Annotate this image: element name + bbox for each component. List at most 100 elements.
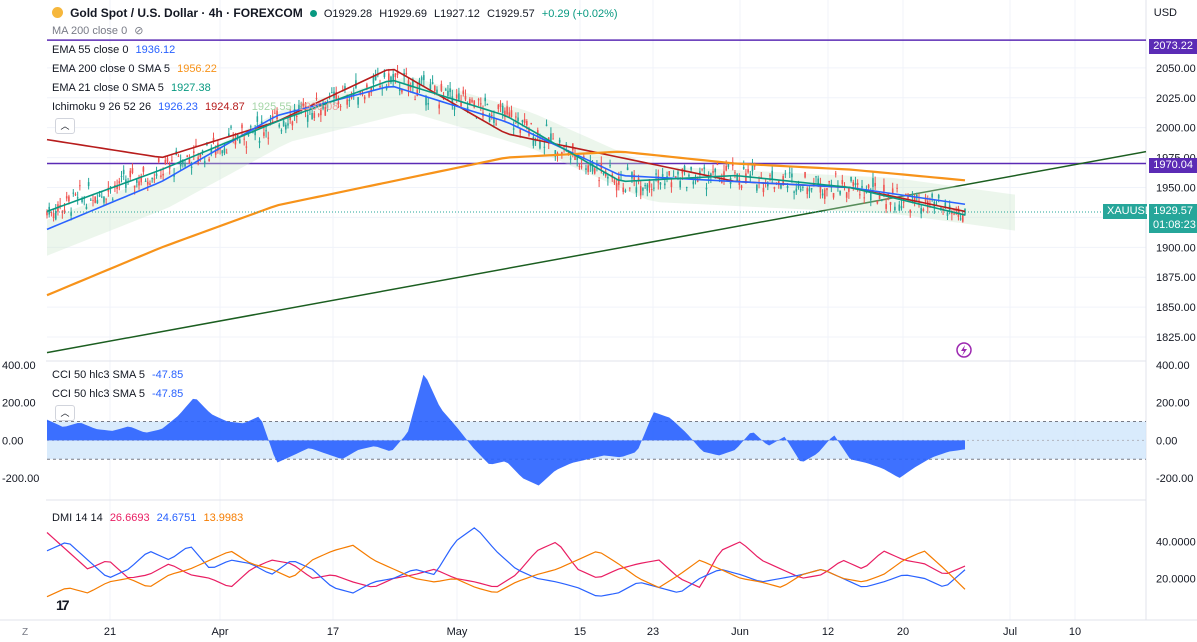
candle-body — [922, 209, 925, 212]
cci2-legend[interactable]: CCI 50 hlc3 SMA 5 -47.85 — [52, 387, 187, 401]
candle-body — [655, 173, 657, 175]
collapse-legend-button[interactable]: ︿ — [55, 118, 75, 134]
hidden-eye-icon[interactable]: ⊘ — [134, 25, 144, 37]
candle-body — [87, 182, 90, 187]
candle-body — [221, 150, 224, 154]
candle-body — [896, 187, 898, 189]
candle-body — [624, 190, 627, 192]
cci1-legend[interactable]: CCI 50 hlc3 SMA 5 -47.85 — [52, 368, 187, 382]
ema200-label: EMA 200 close 0 SMA 5 — [52, 63, 171, 75]
candle-body — [644, 185, 646, 187]
candle-body — [810, 188, 813, 190]
candle-body — [228, 133, 230, 137]
candle-body — [267, 137, 270, 139]
candle-body — [431, 82, 434, 84]
candle-body — [149, 183, 151, 186]
symbol-legend: Gold Spot / U.S. Dollar · 4h · FOREXCOM … — [52, 6, 622, 21]
candle-body — [256, 116, 259, 122]
candle-body — [701, 168, 703, 170]
candle-body — [230, 126, 232, 128]
alert-bolt-icon[interactable] — [956, 342, 972, 358]
candle-body — [464, 95, 467, 100]
ema21-legend[interactable]: EMA 21 close 0 SMA 5 1927.38 — [52, 81, 215, 95]
candle-body — [339, 106, 342, 108]
candle-body — [506, 106, 508, 115]
candle-body — [593, 168, 596, 174]
candle-body — [585, 168, 587, 170]
candle-body — [716, 164, 719, 166]
cci-tick-label: 200.00 — [1156, 398, 1190, 410]
candle-body — [151, 177, 153, 179]
candle-body — [114, 185, 116, 187]
ichimoku-legend[interactable]: Ichimoku 9 26 52 26 1926.23 1924.87 1925… — [52, 100, 342, 114]
candle-body — [767, 183, 769, 187]
open-value: O1929.28 — [323, 8, 373, 20]
candle-body — [508, 112, 511, 118]
ema21-line — [46, 79, 966, 216]
dmi-tick-label: 40.0000 — [1156, 537, 1196, 549]
candle-body — [160, 175, 162, 177]
candle-body — [578, 166, 581, 168]
candle-body — [203, 161, 206, 164]
candle-body — [692, 181, 695, 185]
candle-body — [274, 112, 276, 114]
price-pane[interactable] — [46, 39, 1147, 354]
candle-body — [762, 187, 765, 193]
candle-body — [118, 181, 121, 184]
dmi-plus-value: 24.6751 — [156, 512, 197, 524]
candle-body — [280, 130, 283, 132]
candle-body — [302, 103, 305, 106]
candle-body — [806, 188, 809, 195]
candle-body — [633, 174, 635, 182]
dmi-legend[interactable]: DMI 14 14 26.6693 24.6751 13.9983 — [52, 511, 247, 525]
time-tick-label: Jun — [731, 626, 749, 638]
candle-body — [946, 212, 949, 216]
candle-body — [558, 139, 561, 143]
candle-body — [515, 116, 517, 118]
candle-body — [199, 153, 202, 157]
candle-body — [869, 191, 872, 201]
cci-pane[interactable] — [47, 374, 1146, 486]
candle-body — [379, 86, 381, 88]
candle-body — [532, 136, 535, 146]
candle-body — [650, 189, 653, 191]
candle-body — [65, 196, 68, 199]
collapse-cci-legend-button[interactable]: ︿ — [55, 405, 75, 421]
tradingview-logo[interactable]: 17 — [56, 597, 70, 613]
cci2-value: -47.85 — [152, 388, 184, 400]
candle-body — [405, 73, 408, 75]
candle-body — [162, 173, 164, 176]
ma200-legend[interactable]: MA 200 close 0 ⊘ — [52, 24, 148, 38]
ema200-legend[interactable]: EMA 200 close 0 SMA 5 1956.22 — [52, 62, 221, 76]
candle-body — [70, 212, 72, 216]
candle-body — [480, 103, 482, 105]
candle-body — [626, 167, 629, 171]
candle-body — [905, 193, 907, 195]
candle-body — [742, 167, 745, 169]
time-tick-label: 15 — [574, 626, 586, 638]
candle-body — [125, 179, 127, 188]
candle-body — [495, 123, 497, 125]
candle-body — [668, 171, 671, 176]
ema55-legend[interactable]: EMA 55 close 0 1936.12 — [52, 43, 179, 57]
candle-body — [157, 158, 160, 162]
candle-body — [889, 202, 892, 205]
candle-body — [852, 181, 855, 186]
candle-body — [736, 174, 738, 181]
currency-label[interactable]: USD — [1153, 7, 1177, 19]
candle-body — [839, 190, 841, 195]
candle-body — [688, 174, 690, 177]
candle-body — [287, 123, 289, 126]
current-price-label: 1929.57 — [1149, 204, 1197, 219]
candle-body — [808, 188, 811, 192]
symbol-label: XAUUSD — [1103, 204, 1153, 219]
dmi-pane[interactable] — [46, 527, 966, 598]
price-tick-label: 1950.00 — [1156, 183, 1196, 195]
candle-body — [100, 196, 103, 198]
candle-body — [460, 101, 462, 107]
candle-body — [90, 199, 92, 201]
candle-body — [771, 170, 773, 179]
candle-body — [826, 188, 828, 191]
candle-body — [344, 86, 346, 89]
